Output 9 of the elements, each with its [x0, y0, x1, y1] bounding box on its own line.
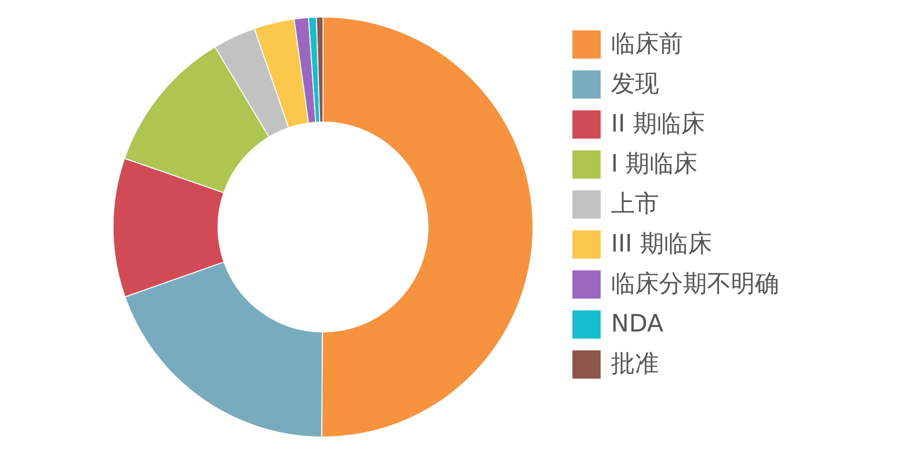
legend-label: NDA: [611, 310, 664, 338]
legend-label: III 期临床: [611, 230, 712, 258]
legend-label: II 期临床: [611, 110, 705, 138]
legend-label: 上市: [611, 190, 659, 218]
legend-label: I 期临床: [611, 150, 698, 178]
legend-label: 临床前: [611, 30, 683, 58]
legend-label: 批准: [611, 350, 659, 378]
legend-label: 临床分期不明确: [611, 270, 779, 298]
legend-label: 发现: [611, 70, 659, 98]
